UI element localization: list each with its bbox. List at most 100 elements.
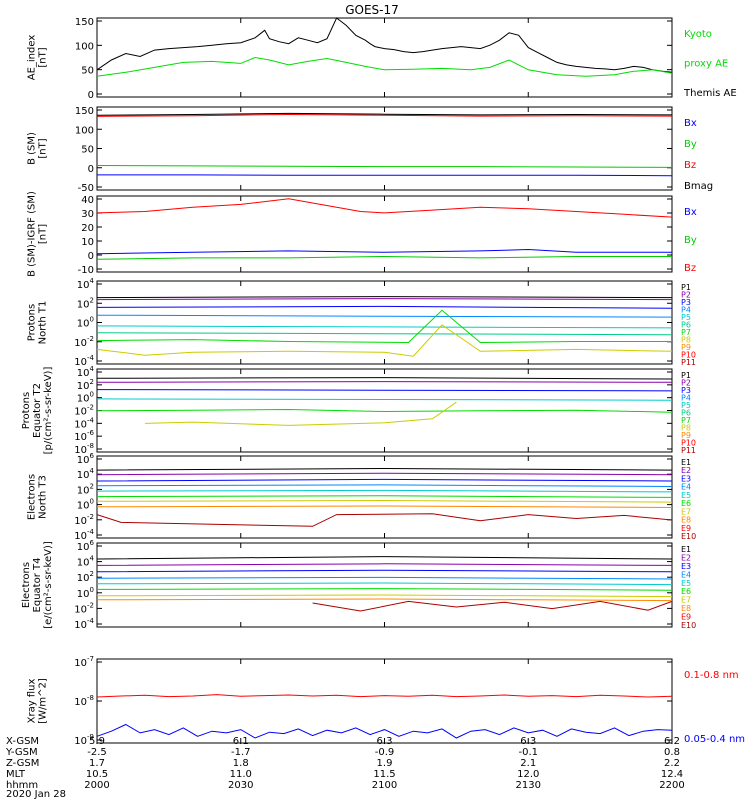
series-line-p7	[96, 309, 672, 344]
y-axis-label: Equator T2	[32, 383, 43, 438]
y-tick-label: 100	[77, 498, 94, 512]
y-tick-label: 102	[77, 570, 94, 584]
series-line-e5	[96, 489, 673, 493]
legend-item: E2	[681, 553, 691, 562]
series-line-p1	[96, 377, 673, 380]
legend-item: P2	[681, 379, 691, 388]
legend-item: P2	[681, 291, 691, 300]
footer-value: 2000	[84, 780, 109, 791]
y-tick-label: 100	[75, 125, 94, 136]
legend-item: E9	[681, 524, 691, 533]
legend-item: By	[684, 235, 697, 246]
panel-frame	[96, 195, 673, 273]
y-axis-label: [nT]	[38, 138, 49, 158]
panel-3: 40 30 20 10 0 -10 B (SM)-IGRF (SM) [nT] Bx By Bz	[27, 191, 697, 277]
footer-value: 1.7	[89, 758, 105, 769]
legend-item: Kyoto	[684, 29, 712, 40]
series-line-e8	[96, 598, 673, 602]
legend-item: E3	[681, 474, 691, 483]
footer-value: -1.7	[231, 747, 251, 758]
tick-exponent: -4	[87, 354, 95, 362]
footer-value: 6.1	[233, 736, 249, 747]
footer-value: -0.9	[375, 747, 395, 758]
legend-item: E10	[681, 621, 696, 630]
series-line-bmag	[96, 112, 673, 116]
footer-row-label: X-GSM	[6, 736, 39, 747]
y-axis-label: Equator T4	[32, 558, 43, 613]
legend-item: E7	[681, 596, 691, 605]
series-line-e5	[96, 582, 673, 586]
series-line-p7	[144, 401, 457, 426]
footer-value: 6.3	[520, 736, 536, 747]
series-line-bx	[97, 174, 673, 177]
footer-value: 2100	[372, 780, 397, 791]
legend-item: P9	[681, 431, 691, 440]
y-tick-label: 150	[75, 106, 94, 117]
y-tick-label: 100	[77, 586, 94, 600]
legend-item: Bz	[684, 160, 696, 171]
series-line-bz	[96, 198, 673, 218]
series-line-themis-ae	[96, 17, 673, 73]
y-tick-label: 0	[88, 164, 94, 175]
y-tick-label: 0	[88, 251, 94, 262]
legend-item: P6	[681, 409, 691, 418]
y-tick-label: 40	[81, 195, 94, 206]
y-axis-label: [nT]	[38, 47, 49, 67]
series-line-bz	[96, 113, 673, 117]
y-tick-label: 30	[81, 209, 94, 220]
y-axis-label: B (SM)-IGRF (SM)	[27, 191, 38, 277]
legend-item: P10	[681, 351, 696, 360]
footer-value: 2.2	[664, 758, 680, 769]
y-tick-label: 10-8	[74, 694, 94, 708]
series-line-kyoto-proxy-ae	[96, 56, 673, 77]
y-tick-label: 104	[77, 467, 95, 481]
series-line-e2	[96, 472, 673, 476]
y-axis-label: [W/m^2]	[38, 678, 49, 724]
tick-exponent: 0	[90, 498, 94, 506]
panel-1: 150 100 50 0 AE_index [nT] Kyoto proxy AE Themis…	[27, 17, 737, 101]
series-line-0-1-0-8-nm	[96, 694, 673, 698]
footer-value: 11.0	[230, 769, 252, 780]
footer-value: 1.8	[233, 758, 249, 769]
tick-exponent: -4	[87, 528, 95, 536]
legend-item: P7	[681, 328, 691, 337]
legend-item: P3	[681, 386, 691, 395]
legend-item: E9	[681, 613, 691, 622]
series-line-e1	[96, 556, 673, 560]
y-tick-label: 10-4	[74, 617, 94, 631]
footer-row-label: MLT	[6, 769, 26, 780]
panel-frame	[96, 17, 673, 98]
series-line-p4	[96, 314, 673, 318]
footer-value: 2200	[659, 780, 684, 791]
legend-item: 0.1-0.8 nm	[684, 670, 739, 681]
footer-value: -0.1	[518, 747, 538, 758]
series-line-e1	[96, 467, 673, 471]
footer-row-label: Y-GSM	[5, 747, 38, 758]
tick-exponent: 2	[90, 296, 94, 304]
legend-item: P1	[681, 283, 691, 292]
y-axis-label: [e/(cm²-s-sr-keV)]	[43, 541, 54, 629]
y-tick-label: 50	[81, 66, 94, 77]
legend-item: Bmag	[684, 181, 713, 192]
panel-frame	[96, 280, 673, 365]
legend-item: P5	[681, 401, 691, 410]
legend-item: P8	[681, 424, 691, 433]
tick-exponent: -2	[87, 404, 94, 412]
tick-exponent: 0	[90, 586, 94, 594]
panel-frame	[96, 542, 673, 628]
footer-value: 5.9	[89, 736, 105, 747]
tick-exponent: -2	[87, 335, 94, 343]
tick-exponent: -7	[87, 655, 94, 663]
panel-frame	[96, 658, 673, 744]
legend-item: E8	[681, 604, 691, 613]
tick-exponent: 4	[90, 277, 95, 285]
series-line-p3	[96, 389, 673, 392]
y-tick-label: 10-2	[74, 335, 94, 349]
date-label: 2020 Jan 28	[6, 789, 66, 800]
legend-item: P3	[681, 298, 691, 307]
y-axis-label: Electrons	[21, 562, 32, 608]
series-line-p5	[96, 325, 673, 329]
